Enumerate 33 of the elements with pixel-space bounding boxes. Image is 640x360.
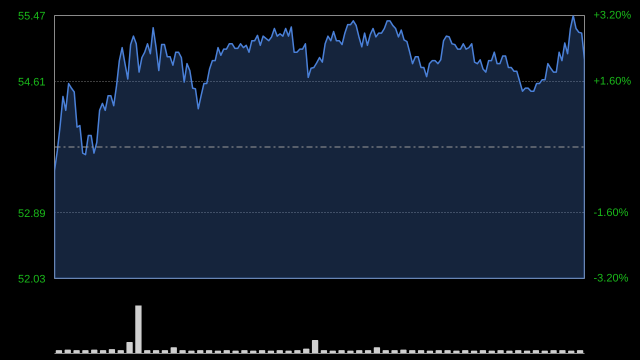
bar: [108, 349, 116, 354]
bar: [276, 350, 283, 354]
y-tick-label: 52.89: [18, 208, 46, 220]
y-tick-label: 55.47: [18, 10, 46, 22]
y-tick-label: 52.03: [18, 274, 46, 286]
bar: [250, 350, 256, 354]
bar: [515, 350, 522, 354]
bar: [568, 350, 574, 354]
bar: [91, 350, 98, 354]
y2-tick-label: +1.60%: [594, 75, 632, 88]
bar: [126, 342, 133, 354]
bar: [312, 340, 318, 354]
bar: [197, 350, 204, 354]
bar: [382, 350, 389, 354]
bar: [170, 347, 177, 354]
bar: [374, 347, 380, 354]
bar: [330, 350, 336, 354]
bar: [135, 306, 142, 354]
bar: [409, 350, 416, 354]
bar: [118, 350, 124, 354]
bar: [488, 350, 495, 354]
y2-tick-label: -1.60%: [594, 206, 629, 219]
bar: [144, 350, 150, 354]
y2-tick-label: -3.20%: [594, 272, 629, 284]
y2-tick-label: +3.20%: [594, 10, 632, 22]
bar: [356, 350, 362, 354]
bar: [64, 350, 71, 354]
bar: [224, 350, 230, 354]
y-tick-label: 54.61: [18, 76, 46, 88]
bar: [436, 350, 442, 354]
bar: [303, 348, 310, 354]
bar: [462, 350, 468, 354]
bar: [542, 350, 548, 354]
